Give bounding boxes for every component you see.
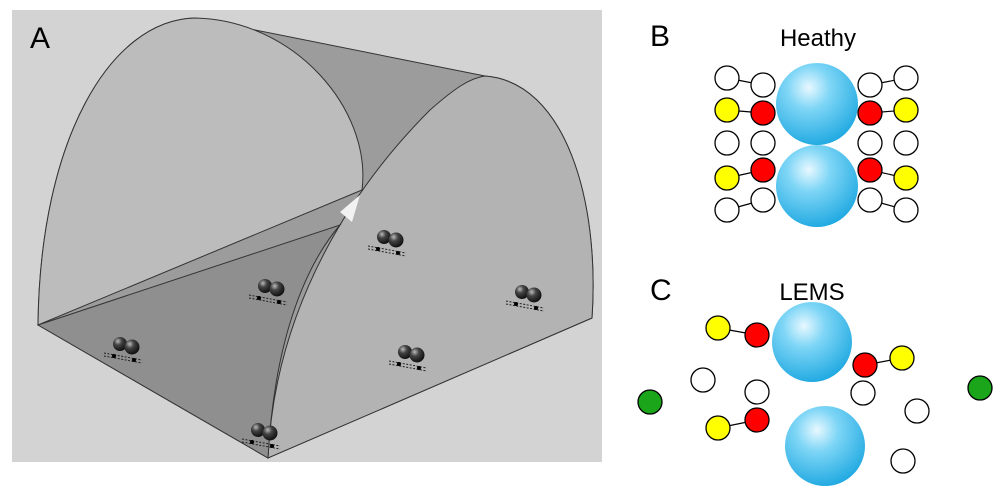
panel-b: B Heathy [650,20,918,227]
panel-label: A [30,22,50,55]
panel-c: C LEMS [638,274,992,486]
vesicle [785,406,865,486]
panel-label: B [650,20,670,53]
panel-title: Heathy [780,25,856,52]
figure: A B Heathy C LEMS [0,0,993,486]
vesicle [776,145,858,227]
panel-a: A [12,10,602,462]
vesicle [772,302,852,382]
vesicle [776,63,858,145]
panel-label: C [650,274,672,307]
panel-title: LEMS [779,279,844,306]
